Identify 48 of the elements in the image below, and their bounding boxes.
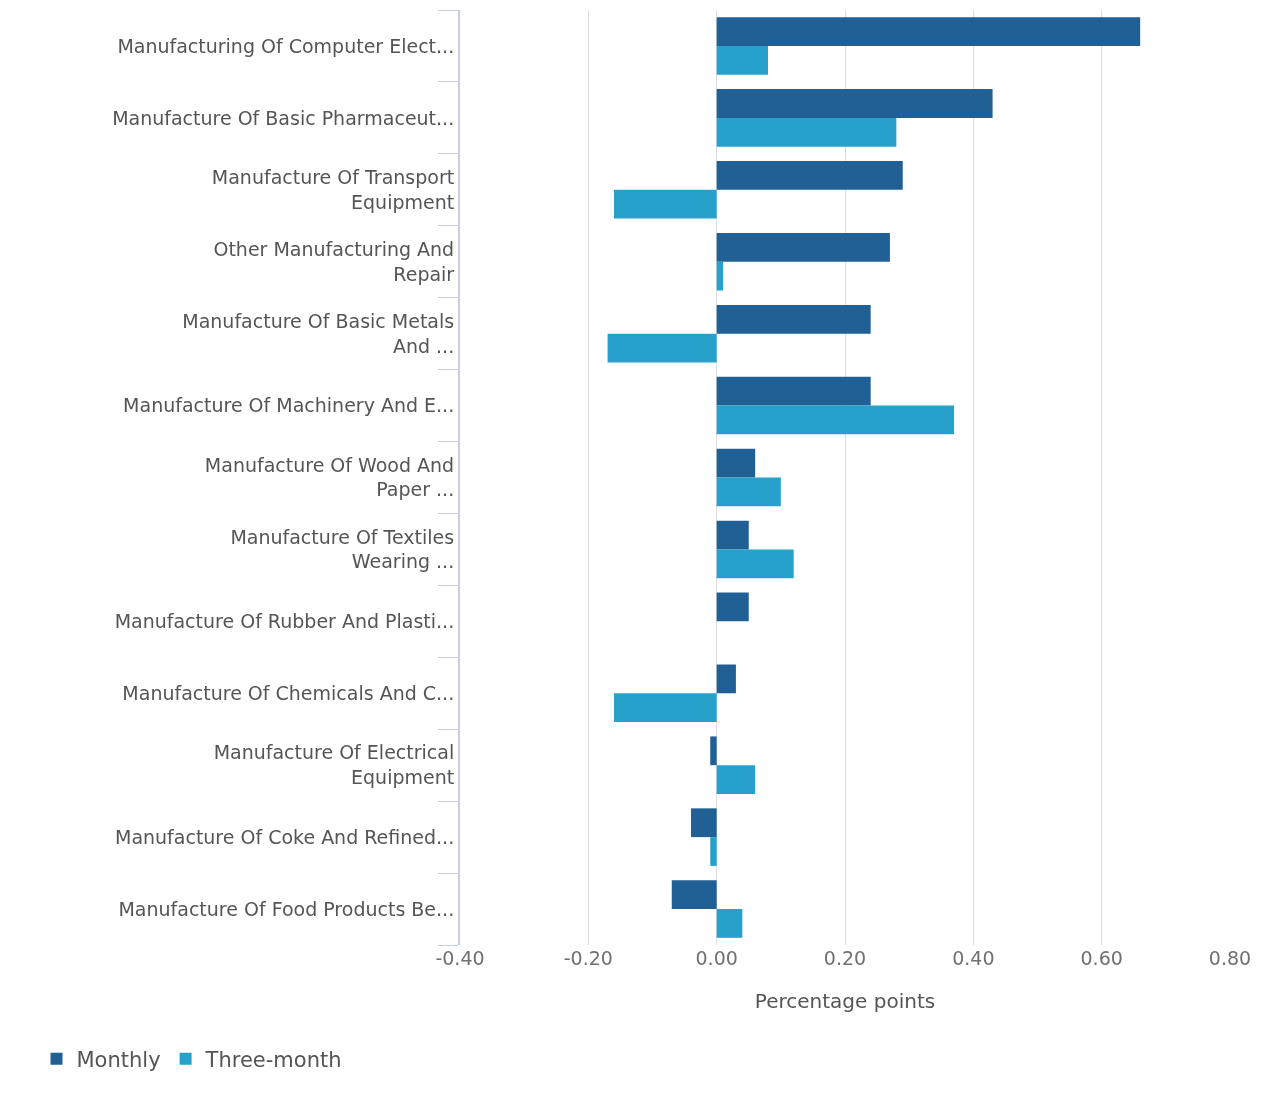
y-tick-label: Other Manufacturing And Repair — [213, 238, 455, 285]
y-tick-label: Manufacture Of Basic Pharmaceut... — [112, 106, 455, 129]
x-tick-label: -0.40 — [435, 947, 485, 969]
bar — [691, 808, 717, 838]
bar — [671, 880, 717, 910]
y-tick-label: Manufacture Of Wood And Paper ... — [204, 453, 455, 501]
bar — [614, 189, 717, 219]
bar — [716, 549, 794, 579]
bar — [716, 89, 993, 118]
bar — [716, 664, 736, 694]
bar — [716, 232, 890, 262]
x-tick-label: 0.40 — [952, 947, 995, 969]
y-tick-label: Manufacture Of Textiles Wearing ... — [230, 525, 455, 573]
bar — [716, 765, 756, 794]
bar — [716, 909, 743, 938]
x-axis-title: Percentage points — [754, 988, 936, 1013]
legend-label: Three-month — [204, 1047, 342, 1072]
y-tick-label: Manufacture Of Chemicals And C... — [122, 681, 455, 704]
y-tick-label: Manufacture Of Rubber And Plasti... — [114, 610, 455, 632]
bar — [716, 304, 871, 334]
bar — [614, 693, 717, 723]
y-tick-label: Manufacture Of Basic Metals And ... — [182, 309, 455, 357]
bar — [710, 837, 717, 866]
x-tick-label: 0.80 — [1208, 947, 1252, 969]
y-tick-label: Manufacture Of Electrical Equipment — [213, 741, 455, 789]
x-tick-label: 0.20 — [823, 947, 867, 969]
bar — [716, 592, 749, 622]
y-tick-label: Manufacturing Of Computer Elect... — [117, 34, 455, 57]
y-tick-label: Manufacture Of Transport Equipment — [211, 166, 455, 213]
y-tick-label: Manufacture Of Machinery And E... — [123, 394, 455, 417]
bar — [716, 405, 955, 435]
bar — [716, 45, 768, 75]
bar — [710, 736, 717, 766]
bar — [607, 333, 717, 363]
bar — [716, 477, 781, 507]
bar — [716, 376, 871, 406]
bar — [716, 520, 749, 550]
legend-label: Monthly — [76, 1047, 161, 1072]
x-tick-label: 0.60 — [1080, 947, 1123, 969]
bar — [716, 448, 756, 478]
bar — [716, 17, 1141, 46]
y-tick-label: Manufacture Of Coke And Refined... — [115, 825, 455, 848]
x-tick-label: 0.00 — [695, 947, 738, 969]
bar — [716, 161, 903, 190]
y-tick-label: Manufacture Of Food Products Be... — [118, 897, 455, 920]
x-tick-label: -0.20 — [563, 947, 613, 969]
bar — [716, 117, 897, 147]
bar — [716, 261, 724, 291]
